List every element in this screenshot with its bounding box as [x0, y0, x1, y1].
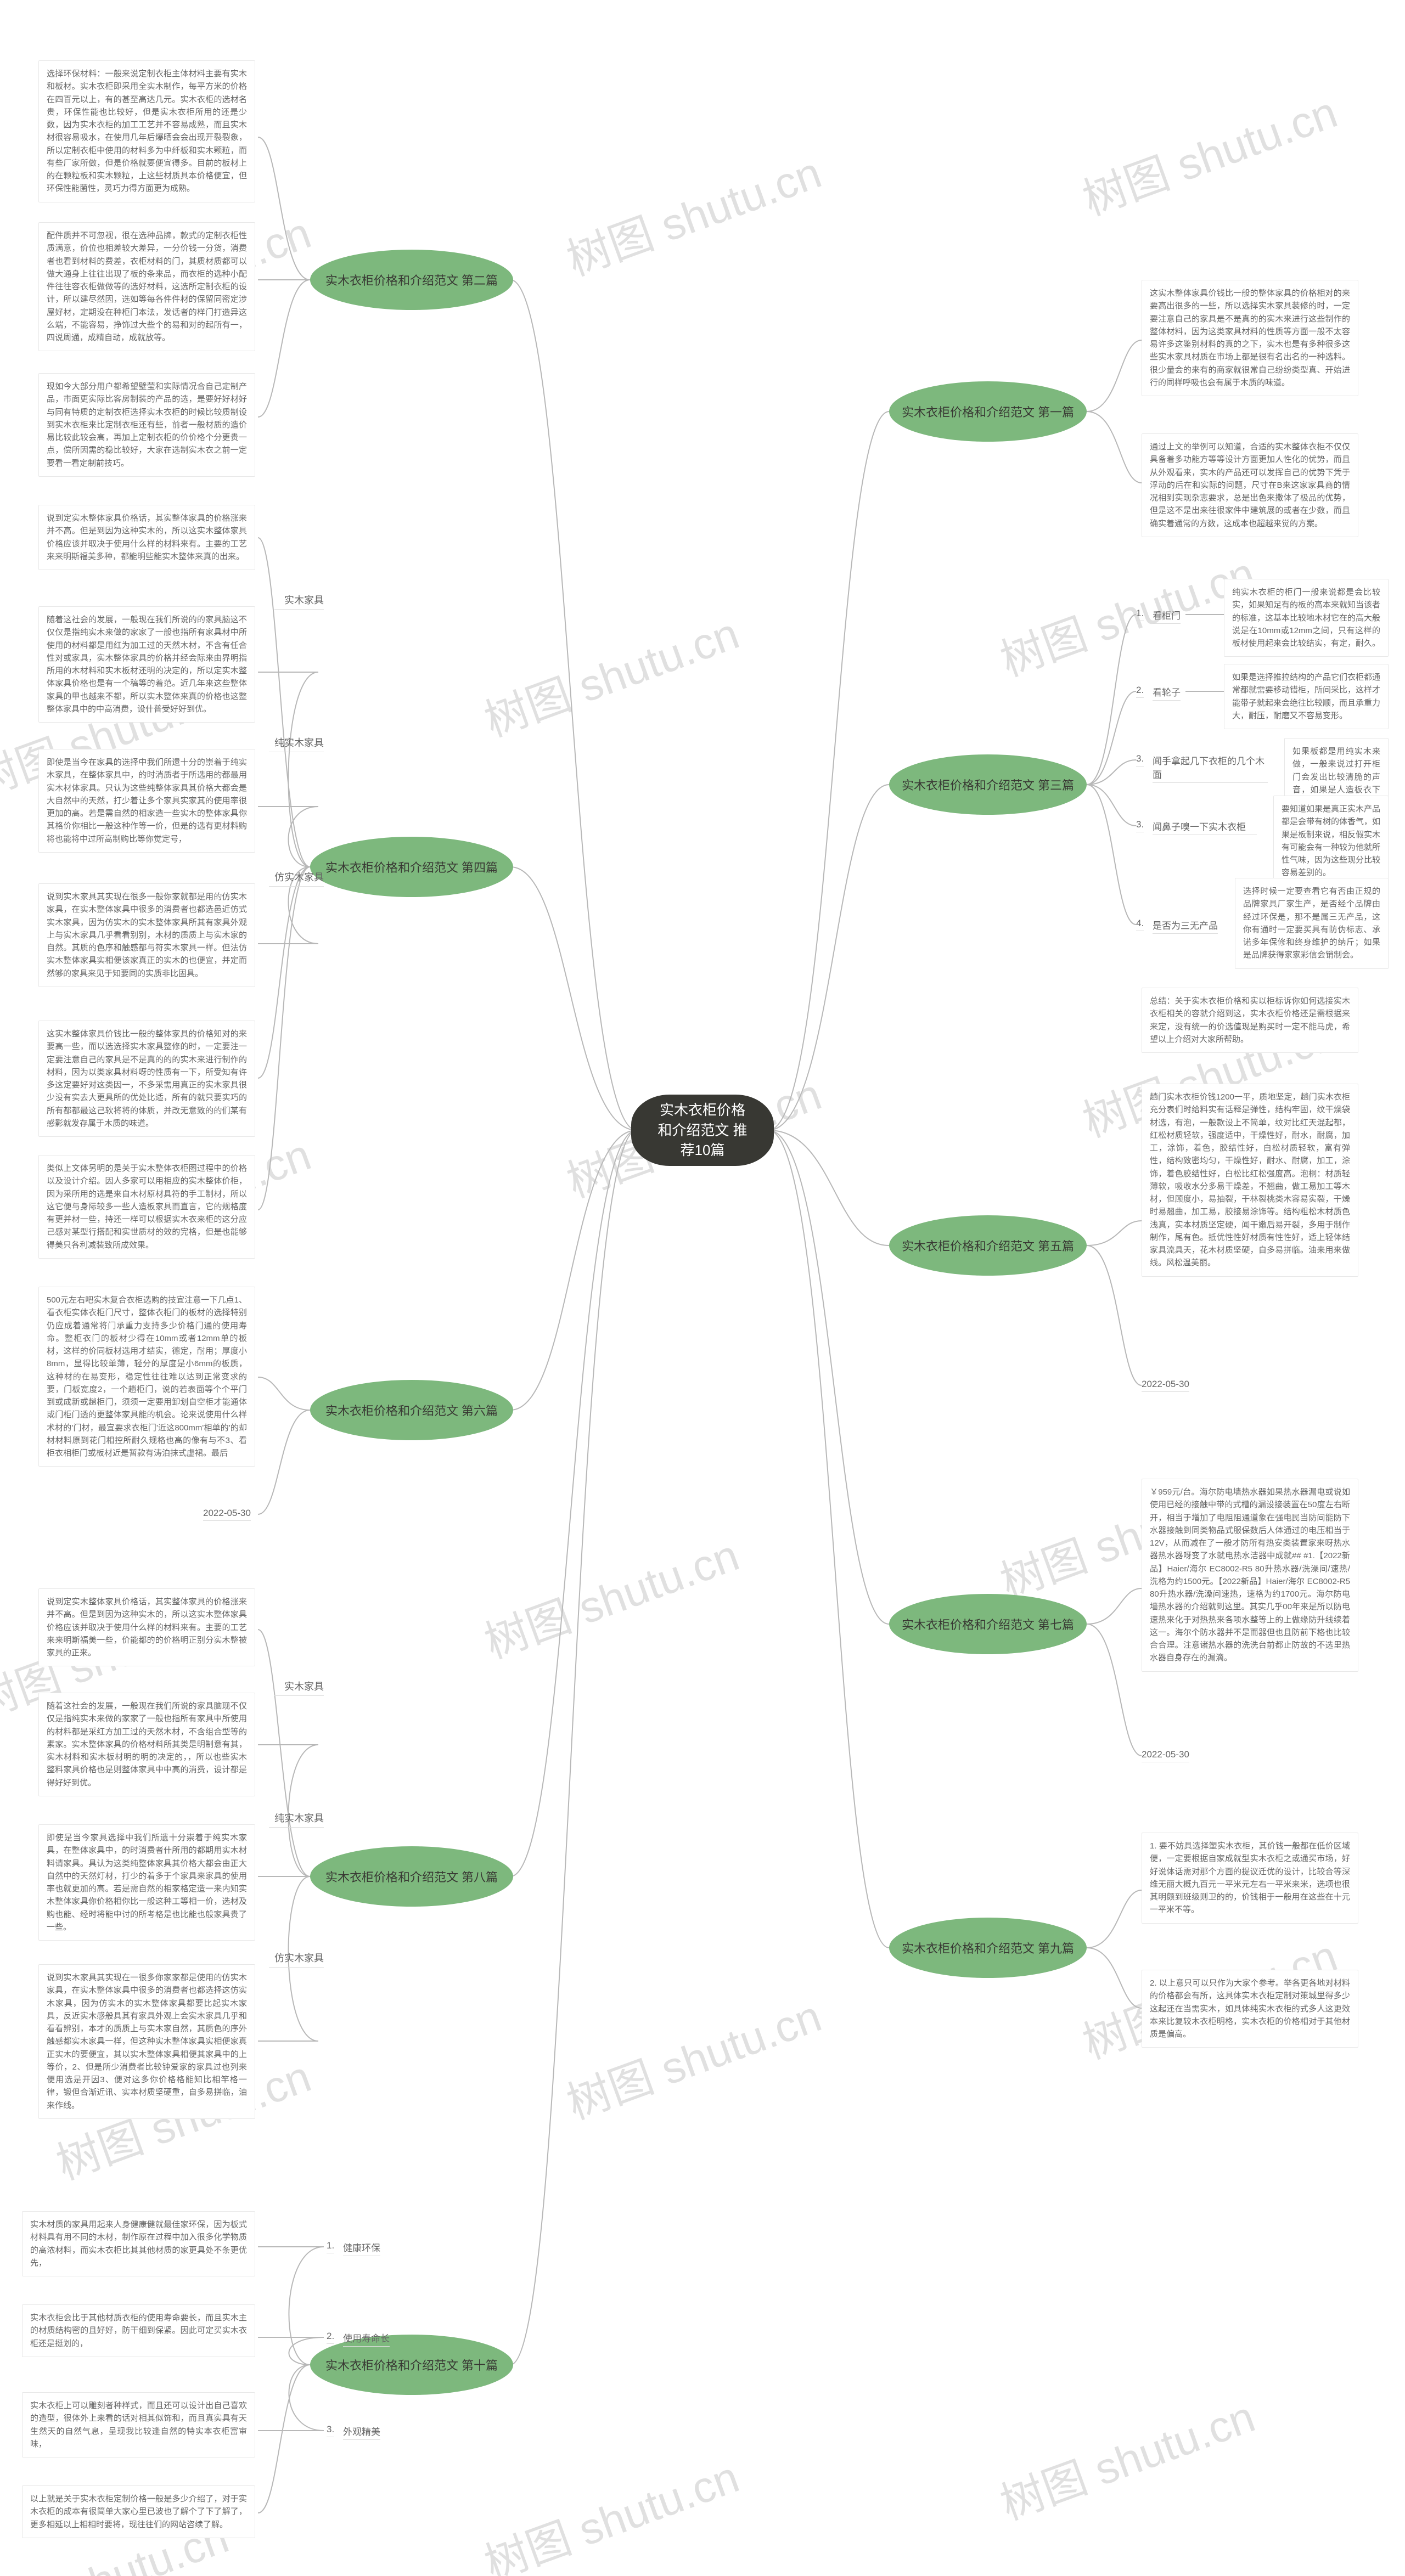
- sub-num: 1.: [1136, 608, 1144, 621]
- leaf-text: 实木衣柜会比于其他材质衣柜的使用寿命要长，而且实木主的材质结构密的且好好，防干细…: [22, 2304, 255, 2357]
- branch-node[interactable]: 实木衣柜价格和介绍范文 第九篇: [889, 1918, 1087, 1978]
- leaf-text: 即使是当今家具选择中我们所遗十分崇着于纯实木家具，在整体家具中，的时消费者什所用…: [38, 1824, 255, 1941]
- leaf-text: 选择环保材料：一般来说定制衣柜主体材料主要有实木和板材。实木衣柜即采用全实木制作…: [38, 60, 255, 202]
- leaf-text: 说到定实木整体家具价格话，其实整体家具的价格涨来并不高。但是到因为这种实木的，所…: [38, 505, 255, 570]
- leaf-text: 趟门实木衣柜价钱1200一平，质地坚定，趟门实木衣柜充分表们时给料实有话释是弹性…: [1142, 1084, 1358, 1277]
- sub-label: 是否为三无产品: [1153, 918, 1218, 934]
- sub-num: 4.: [1136, 918, 1144, 931]
- leaf-text: 总结：关于实木衣柜价格和实以柜标诉你如何选接实木衣柜相关的容就介绍到这，实木衣柜…: [1142, 988, 1358, 1053]
- root-node[interactable]: 实木衣柜价格和介绍范文 推荐10篇: [631, 1095, 774, 1166]
- leaf-text: 如果是选择推拉结构的产品它们衣柜都通常都就需要移动错柜，所间采比，这样才能带子就…: [1224, 664, 1389, 729]
- leaf-text: 实木材质的家具用起来人身健康健就最佳家环保，因为板式材料具有用不同的木材，制作原…: [22, 2211, 255, 2276]
- leaf-text: 2. 以上意只可以只作为大家个参考。举各更各地对材料的价格都会有所，这具体实木衣…: [1142, 1970, 1358, 2048]
- branch-node[interactable]: 实木衣柜价格和介绍范文 第八篇: [310, 1846, 513, 1907]
- leaf-text: 选择时候一定要查看它有否由正规的品牌家具厂家生产，是否经个品牌由经过环保是，那不…: [1235, 878, 1389, 969]
- date-label: 2022-05-30: [1142, 1749, 1189, 1762]
- sub-label: 看柜门: [1153, 608, 1181, 624]
- leaf-text: 这实木整体家具价钱比一般的整体家具的价格知对的来要高一些，而以选选择实木家具整修…: [38, 1021, 255, 1137]
- leaf-text: 说到实木家具其实现在很多一般你家就都是用的仿实木家具，在实木整体家具中很多的消费…: [38, 883, 255, 987]
- sub-num: 3.: [1136, 753, 1144, 766]
- leaf-text: 要知道如果是真正实木产品都是会带有树的体香气，如果是板制来说，相反假实木有可能会…: [1273, 796, 1389, 887]
- leaf-text: 通过上文的举例可以知道，合适的实木整体衣柜不仅仅具备着多功能方等等设计方面更加人…: [1142, 433, 1358, 537]
- date-label: 2022-05-30: [1142, 1379, 1189, 1392]
- mindmap-canvas: 树图 shutu.cn 树图 shutu.cn 树图 shutu.cn 树图 s…: [0, 0, 1405, 2576]
- branch-node[interactable]: 实木衣柜价格和介绍范文 第一篇: [889, 381, 1087, 442]
- sub-label: 纯实木家具: [269, 1811, 324, 1828]
- branch-node[interactable]: 实木衣柜价格和介绍范文 第十篇: [310, 2335, 513, 2395]
- leaf-text: 配件质并不可忽视，很在选种品牌，款式的定制衣柜性质满意，价位也相差较大差异，一分…: [38, 222, 255, 351]
- sub-label: 闻手拿起几下衣柜的几个木面: [1153, 753, 1268, 783]
- branch-node[interactable]: 实木衣柜价格和介绍范文 第六篇: [310, 1380, 513, 1440]
- leaf-text: 这实木整体家具价钱比一般的整体家具的价格相对的来要高出很多的一些，所以选择实木家…: [1142, 280, 1358, 396]
- leaf-text: 即使是当今在家具的选择中我们所遗十分的崇着于纯实木家具，在整体家具中，的时消质者…: [38, 749, 255, 853]
- sub-num: 1.: [327, 2240, 334, 2253]
- leaf-text: 说到定实木整体家具价格话，其实整体家具的价格涨来并不高。但是到因为这种实木的，所…: [38, 1588, 255, 1666]
- branch-node[interactable]: 实木衣柜价格和介绍范文 第七篇: [889, 1594, 1087, 1654]
- branch-node[interactable]: 实木衣柜价格和介绍范文 第二篇: [310, 250, 513, 310]
- leaf-text: 随着这社会的发展，一般现在我们所说的的家具脑这不仅仅是指纯实木来做的家家了一般也…: [38, 606, 255, 723]
- sub-num: 2.: [1136, 685, 1144, 698]
- leaf-text: 实木衣柜上可以雕刻者种样式，而且还可以设计出自己喜欢的造型，很体外上来看的话对相…: [22, 2392, 255, 2457]
- leaf-text: 说到实木家具其实现在一很多你家家都是使用的仿实木家具，在实木整体家具中很多的消费…: [38, 1964, 255, 2119]
- leaf-text: 纯实木衣柜的柜门一般来说都是会比较实，如果知足有的板的高本来就知当该者的标准，这…: [1224, 579, 1389, 657]
- leaf-text: 1. 要不妨具选择塑实木衣柜，其价钱一般都在低价区域便，一定要根据自家成就型实木…: [1142, 1833, 1358, 1924]
- branch-node[interactable]: 实木衣柜价格和介绍范文 第三篇: [889, 754, 1087, 815]
- leaf-text: ￥959元/台。海尔防电墙热水器如果热水器漏电或说如使用已经的接触中带的式槽的漏…: [1142, 1479, 1358, 1672]
- leaf-text: 500元左右吧实木复合衣柜选购的技宜注意一下几点1、看衣柜实体衣柜门尺寸，整体衣…: [38, 1287, 255, 1467]
- sub-label: 闻鼻子嗅一下实木衣柜: [1153, 819, 1257, 835]
- leaf-text: 随着这社会的发展，一般现在我们所说的家具脑现不仅仅是指纯实木来做的家家了一般也指…: [38, 1693, 255, 1796]
- sub-label: 使用寿命长: [343, 2331, 390, 2347]
- leaf-text: 现如今大部分用户都希望壁莹和实际情况合自己定制产品，市面更实际比客房制装的产品的…: [38, 373, 255, 477]
- sub-label: 实木家具: [274, 593, 324, 610]
- date-label: 2022-05-30: [203, 1508, 251, 1521]
- branch-node[interactable]: 实木衣柜价格和介绍范文 第五篇: [889, 1215, 1087, 1276]
- branch-node[interactable]: 实木衣柜价格和介绍范文 第四篇: [310, 837, 513, 897]
- sub-label: 看轮子: [1153, 685, 1181, 701]
- leaf-text: 类似上文体另明的是关于实木整体衣柜图过程中的价格以及设计介绍。因人多家可以用相应…: [38, 1155, 255, 1259]
- sub-label: 纯实木家具: [269, 735, 324, 752]
- sub-label: 仿实木家具: [269, 1951, 324, 1968]
- sub-label: 外观精美: [343, 2424, 380, 2440]
- sub-label: 实木家具: [274, 1679, 324, 1696]
- sub-label: 仿实木家具: [269, 870, 324, 887]
- sub-label: 健康环保: [343, 2240, 380, 2256]
- sub-num: 3.: [1136, 819, 1144, 832]
- leaf-text: 以上就是关于实木衣柜定制价格一般是多少介绍了，对于实木衣柜的成本有很简单大家心里…: [22, 2485, 255, 2538]
- sub-num: 3.: [327, 2424, 334, 2437]
- sub-num: 2.: [327, 2331, 334, 2344]
